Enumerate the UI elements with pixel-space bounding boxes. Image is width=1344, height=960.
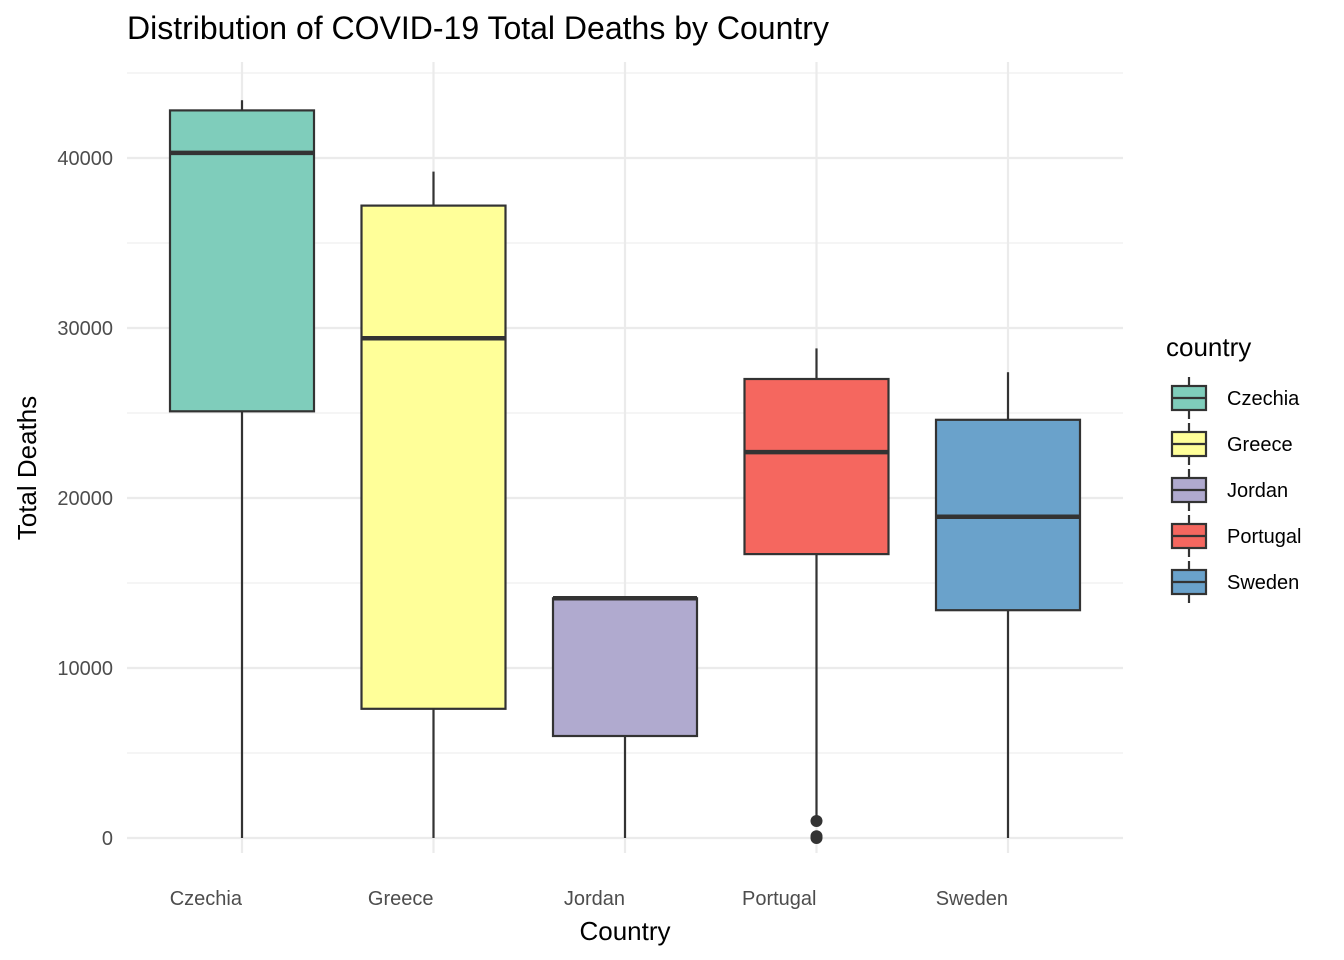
y-tick-label: 10000: [57, 658, 113, 680]
chart-title: Distribution of COVID-19 Total Deaths by…: [127, 10, 829, 46]
x-tick-label: Czechia: [170, 888, 243, 910]
box-czechia: [168, 100, 316, 838]
x-axis-ticks: Czechia Greece Jordan Portugal Sweden: [170, 888, 1008, 910]
box-body: [360, 204, 507, 710]
legend-item-portugal: Portugal: [1170, 515, 1302, 557]
outlier-point: [810, 815, 823, 827]
legend-item-sweden: Sweden: [1170, 561, 1299, 603]
legend-title: country: [1166, 332, 1251, 362]
box-portugal: [743, 348, 890, 844]
y-axis-ticks: 0 10000 20000 30000 40000: [57, 148, 113, 850]
x-axis-title: Country: [579, 916, 670, 946]
box-jordan: [551, 596, 699, 838]
y-tick-label: 0: [102, 828, 113, 850]
legend: country Czechia Greece Jordan Portugal Swede…: [1166, 332, 1302, 603]
legend-item-czechia: Czechia: [1170, 377, 1300, 419]
box-sweden: [934, 372, 1082, 838]
box-body: [168, 109, 316, 413]
y-tick-label: 30000: [57, 318, 113, 340]
legend-label: Greece: [1227, 434, 1293, 456]
box-greece: [360, 171, 507, 838]
y-tick-label: 40000: [57, 148, 113, 170]
legend-label: Czechia: [1227, 388, 1300, 410]
outlier-point: [810, 830, 823, 843]
legend-item-jordan: Jordan: [1170, 469, 1288, 511]
y-axis-title: Total Deaths: [12, 396, 42, 541]
y-tick-label: 20000: [57, 488, 113, 510]
x-tick-label: Jordan: [564, 888, 625, 910]
box-body: [743, 377, 890, 556]
x-tick-label: Greece: [368, 888, 434, 910]
box-series: [168, 100, 1082, 844]
legend-item-greece: Greece: [1170, 423, 1293, 465]
box-body: [551, 597, 699, 738]
x-tick-label: Sweden: [936, 888, 1008, 910]
legend-label: Sweden: [1227, 572, 1299, 594]
legend-label: Portugal: [1227, 526, 1302, 548]
legend-label: Jordan: [1227, 480, 1288, 502]
x-tick-label: Portugal: [742, 888, 817, 910]
